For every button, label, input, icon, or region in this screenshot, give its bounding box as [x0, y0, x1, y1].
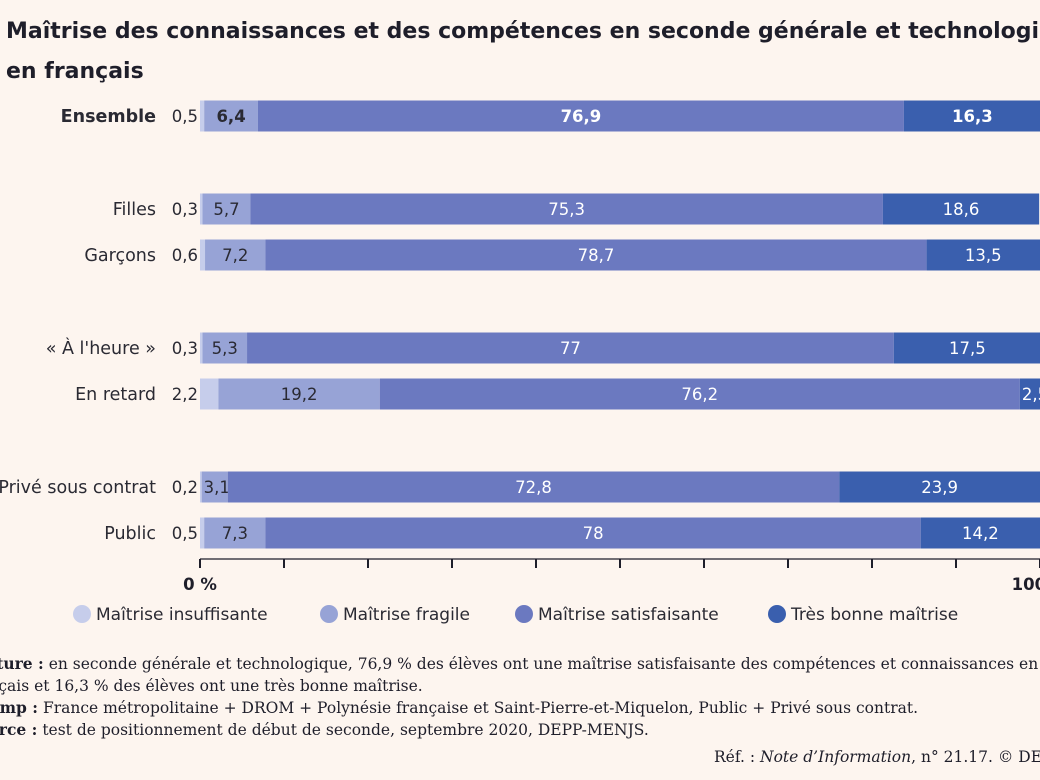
note-lecture-cont: français et 16,3 % des élèves ont une tr…: [0, 677, 423, 695]
legend-label: Très bonne maîtrise: [790, 605, 958, 625]
data-label: 5,7: [213, 200, 239, 219]
data-label: 78,7: [578, 246, 615, 265]
category-label: Privé sous contrat: [0, 478, 156, 498]
legend-marker: [73, 605, 91, 623]
data-label: 0,3: [172, 200, 198, 219]
bar-segment: [227, 471, 840, 503]
reference: Réf. : Note d’Information, n° 21.17. © D…: [714, 748, 1040, 766]
category-label: Filles: [113, 200, 156, 220]
data-label: 2,5: [1022, 385, 1040, 404]
bar-segment: [882, 193, 1040, 225]
bar-segment: [205, 239, 266, 271]
x-tick-label: 0 %: [183, 575, 217, 594]
bar-segment: [200, 378, 219, 410]
data-label: 6,4: [216, 107, 245, 126]
data-label: 3,1: [204, 478, 230, 497]
legend-label: Maîtrise fragile: [343, 605, 470, 625]
data-label: 18,6: [943, 200, 980, 219]
legend-marker: [515, 605, 533, 623]
legend-marker: [768, 605, 786, 623]
stacked-bar-chart: Ensemble 0,5 6,4 76,9 16,3 Filles 0,3 5,7 75,3 18…: [0, 100, 1040, 625]
data-label: 5,3: [212, 339, 238, 358]
data-label: 23,9: [921, 478, 958, 497]
bar-segment: [204, 517, 266, 549]
bar-segment: [200, 239, 206, 271]
category-label: Public: [104, 524, 156, 544]
category-label: Garçons: [84, 246, 156, 266]
bar-segment: [265, 517, 921, 549]
bar-segment: [265, 239, 927, 271]
legend-label: Maîtrise satisfaisante: [538, 605, 719, 625]
bar-segment: [200, 517, 205, 549]
category-label: En retard: [75, 385, 156, 405]
bar-segment: [903, 100, 1040, 132]
data-label: 77: [560, 339, 581, 358]
category-label: « À l'heure »: [46, 337, 156, 359]
bar-segment: [893, 332, 1040, 364]
bar-segment: [926, 239, 1040, 271]
bar-segment: [920, 517, 1040, 549]
bar-segment: [1019, 378, 1040, 410]
bar-segment: [257, 100, 904, 132]
note-source: Source : test de positionnement de début…: [0, 720, 649, 739]
bar-segment: [379, 378, 1020, 410]
data-label: 78: [583, 524, 604, 543]
data-label: 7,3: [222, 524, 248, 543]
data-label: 0,2: [172, 478, 198, 497]
bar-segment: [218, 378, 380, 410]
category-label: Ensemble: [61, 107, 156, 127]
chart-title: Maîtrise des connaissances et des compét…: [6, 12, 1040, 92]
legend-marker: [320, 605, 338, 623]
data-label: 76,9: [561, 107, 602, 126]
data-label: 2,2: [172, 385, 198, 404]
data-label: 14,2: [962, 524, 999, 543]
note-lecture: Lecture : en seconde générale et technol…: [0, 654, 1039, 673]
data-label: 0,5: [172, 524, 198, 543]
bar-segment: [247, 332, 894, 364]
data-label: 72,8: [515, 478, 552, 497]
legend-label: Maîtrise insuffisante: [96, 605, 268, 625]
chart-notes: Lecture : en seconde générale et technol…: [0, 653, 1040, 741]
data-label: 75,3: [548, 200, 585, 219]
bar-segment: [201, 471, 228, 503]
bar-segment: [200, 100, 205, 132]
data-label: 19,2: [281, 385, 318, 404]
bar-segment: [200, 332, 203, 364]
bar-segment: [204, 100, 258, 132]
note-champ: Champ : France métropolitaine + DROM + P…: [0, 698, 919, 717]
data-label: 17,5: [949, 339, 986, 358]
chart-title-line-2: en français: [6, 59, 144, 84]
bar-segment: [250, 193, 883, 225]
x-tick-label: 100 %: [1012, 575, 1040, 594]
data-label: 0,6: [172, 246, 198, 265]
bar-segment: [202, 332, 248, 364]
bar-segment: [200, 193, 203, 225]
bar-segment: [202, 193, 251, 225]
data-label: 16,3: [952, 107, 993, 126]
data-label: 7,2: [222, 246, 248, 265]
chart-title-line-1: Maîtrise des connaissances et des compét…: [6, 19, 1040, 44]
bar-segment: [200, 471, 202, 503]
bar-segment: [839, 471, 1040, 503]
data-label: 13,5: [965, 246, 1002, 265]
data-label: 0,5: [172, 107, 198, 126]
data-label: 76,2: [681, 385, 718, 404]
data-label: 0,3: [172, 339, 198, 358]
